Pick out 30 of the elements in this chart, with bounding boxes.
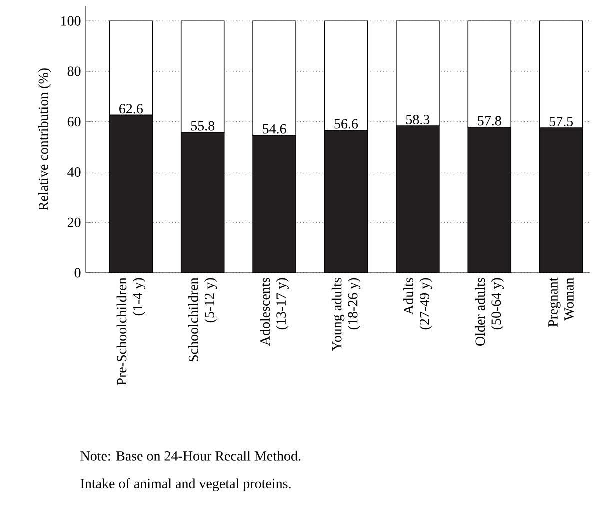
x-tick-label: Older adults (50-64 y) bbox=[475, 278, 504, 346]
bar bbox=[180, 132, 225, 273]
x-tick-label: Young adults (18-26 y) bbox=[332, 278, 361, 352]
y-tick-label: 100 bbox=[62, 16, 81, 26]
bar bbox=[324, 130, 368, 273]
data-label: 54.6 bbox=[263, 124, 286, 134]
x-tick-label: Adults (27-49 y) bbox=[404, 278, 432, 330]
x-tick-label: Pregnant Woman bbox=[548, 278, 574, 328]
y-axis-title: Relative contribution (%) bbox=[38, 68, 52, 211]
x-tick-label: Schoolchildren (5-12 y) bbox=[188, 278, 218, 362]
y-tick-label: 80 bbox=[68, 66, 81, 76]
y-tick-label: 60 bbox=[68, 117, 81, 127]
data-label: 56.6 bbox=[334, 119, 358, 129]
bar bbox=[539, 128, 584, 273]
text: Intake of animal and vegetal proteins. bbox=[80, 478, 291, 492]
text: Note: Base on 24-Hour Recall Method. bbox=[80, 451, 301, 461]
y-tick-label: 40 bbox=[68, 168, 81, 177]
data-label: 55.8 bbox=[191, 121, 215, 131]
y-tick-label: 0 bbox=[74, 268, 81, 278]
bar bbox=[252, 135, 296, 273]
x-tick-label: Pre-Schoolchildren (1-4 y) bbox=[116, 278, 146, 386]
bar bbox=[396, 126, 440, 273]
x-tick-label: Adolescents (13-17 y) bbox=[260, 278, 289, 346]
data-label: 57.8 bbox=[478, 116, 502, 126]
data-label: 58.3 bbox=[406, 115, 430, 125]
bar bbox=[468, 127, 512, 273]
data-label: 62.6 bbox=[120, 104, 144, 114]
data-label: 57.5 bbox=[550, 117, 574, 127]
y-tick-label: 20 bbox=[68, 218, 81, 228]
bar bbox=[109, 114, 154, 273]
